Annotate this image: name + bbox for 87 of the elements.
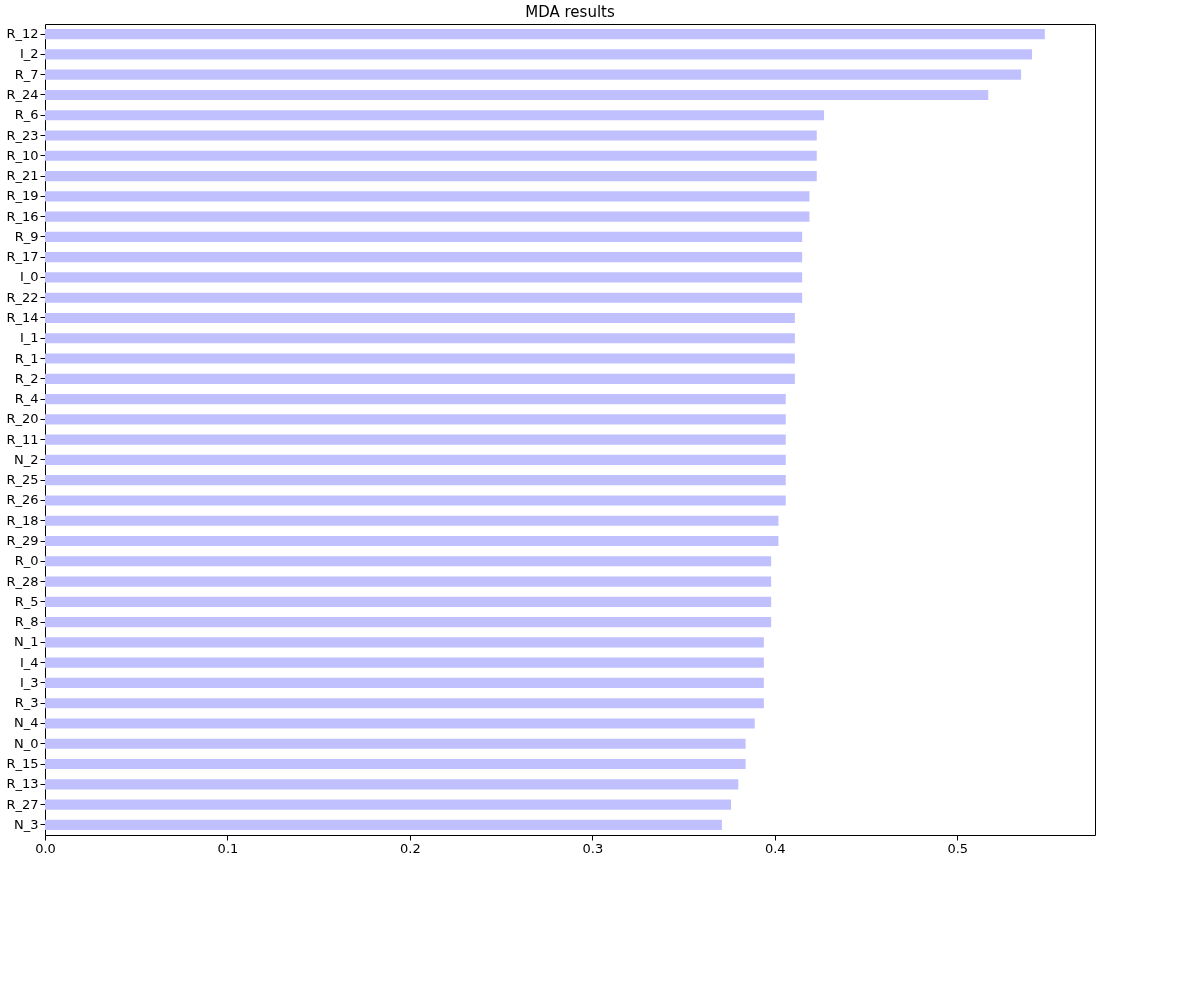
bar [45,535,779,547]
y-tick-label: N_2 [14,451,39,467]
y-tick-label: I_2 [19,46,39,62]
y-tick-label: R_20 [6,411,39,427]
y-tick-label: R_27 [6,796,39,812]
x-tick-label: 0.2 [400,840,421,856]
bar [45,495,786,506]
y-tick-label: R_15 [6,756,39,772]
y-tick-label: R_11 [6,431,39,447]
y-tick-label: N_1 [14,634,39,650]
y-tick-label: I_0 [19,269,39,285]
bar [45,475,786,486]
bar [45,617,772,628]
y-tick-label: R_4 [14,391,39,407]
bar [45,333,795,344]
y-tick-label: I_1 [19,330,39,346]
bar [45,434,786,445]
y-tick-label: R_19 [6,188,39,204]
bar [45,454,786,465]
y-tick-label: R_23 [6,127,39,143]
bar [45,89,989,101]
x-tick-label: 0.5 [947,840,969,856]
y-tick-label: R_8 [14,614,39,630]
y-tick-label: R_17 [6,249,39,265]
bar [45,191,810,202]
bar [45,698,764,709]
y-tick-label: R_7 [14,66,39,82]
y-tick-label: R_10 [6,147,39,163]
bar [45,738,746,749]
y-tick-label: R_0 [14,553,39,569]
y-tick-label: R_9 [14,228,39,244]
y-tick-label: R_2 [14,370,39,386]
y-tick-label: R_26 [6,492,39,508]
bar [45,170,817,182]
y-tick-label: N_3 [14,816,39,832]
y-tick-label: R_6 [14,107,39,123]
bar [45,576,772,587]
y-tick-label: R_3 [14,695,39,711]
y-tick-label: R_18 [6,512,39,528]
y-tick-label: N_0 [14,735,39,751]
bar [45,799,732,810]
bar [45,657,764,668]
y-tick-label: R_25 [6,472,39,488]
bar [45,49,1033,60]
y-tick-label: R_22 [6,289,39,305]
bar [45,596,772,607]
bar [45,130,817,141]
y-tick-label: R_13 [6,776,39,792]
x-tick-label: 0.0 [35,840,56,856]
y-tick-label: I_4 [19,654,39,670]
y-tick-label: R_16 [6,208,39,224]
bar [45,556,772,567]
y-tick-label: R_21 [6,168,39,184]
x-tick-label: 0.1 [217,840,239,856]
bar [45,252,803,263]
bar [45,272,803,283]
bar [45,779,739,790]
y-tick-label: R_28 [6,573,39,589]
y-tick-label: I_3 [19,674,39,690]
y-tick-label: R_12 [6,26,39,42]
bar [45,758,746,770]
y-tick-label: R_1 [14,350,39,366]
x-tick-label: 0.4 [764,840,786,856]
bar [45,373,795,384]
y-tick-label: R_29 [6,533,39,549]
bar [45,515,779,526]
y-tick-label: N_4 [14,715,39,731]
bar [45,414,786,425]
x-tick-label: 0.3 [582,840,604,856]
bar [45,29,1045,40]
bar [45,231,803,242]
bar [45,211,810,222]
bar [45,819,722,830]
bar [45,637,764,648]
bar [45,677,764,689]
y-tick-label: R_24 [6,86,39,102]
y-tick-label: R_5 [14,593,39,609]
bar [45,292,803,303]
bar [45,718,755,729]
bar [45,394,786,405]
bar [45,150,817,161]
bar [45,110,825,121]
bar [45,312,795,324]
bar [45,353,795,364]
y-tick-label: R_14 [6,309,39,325]
bar [45,69,1022,80]
chart-title: MDA results [525,3,615,21]
